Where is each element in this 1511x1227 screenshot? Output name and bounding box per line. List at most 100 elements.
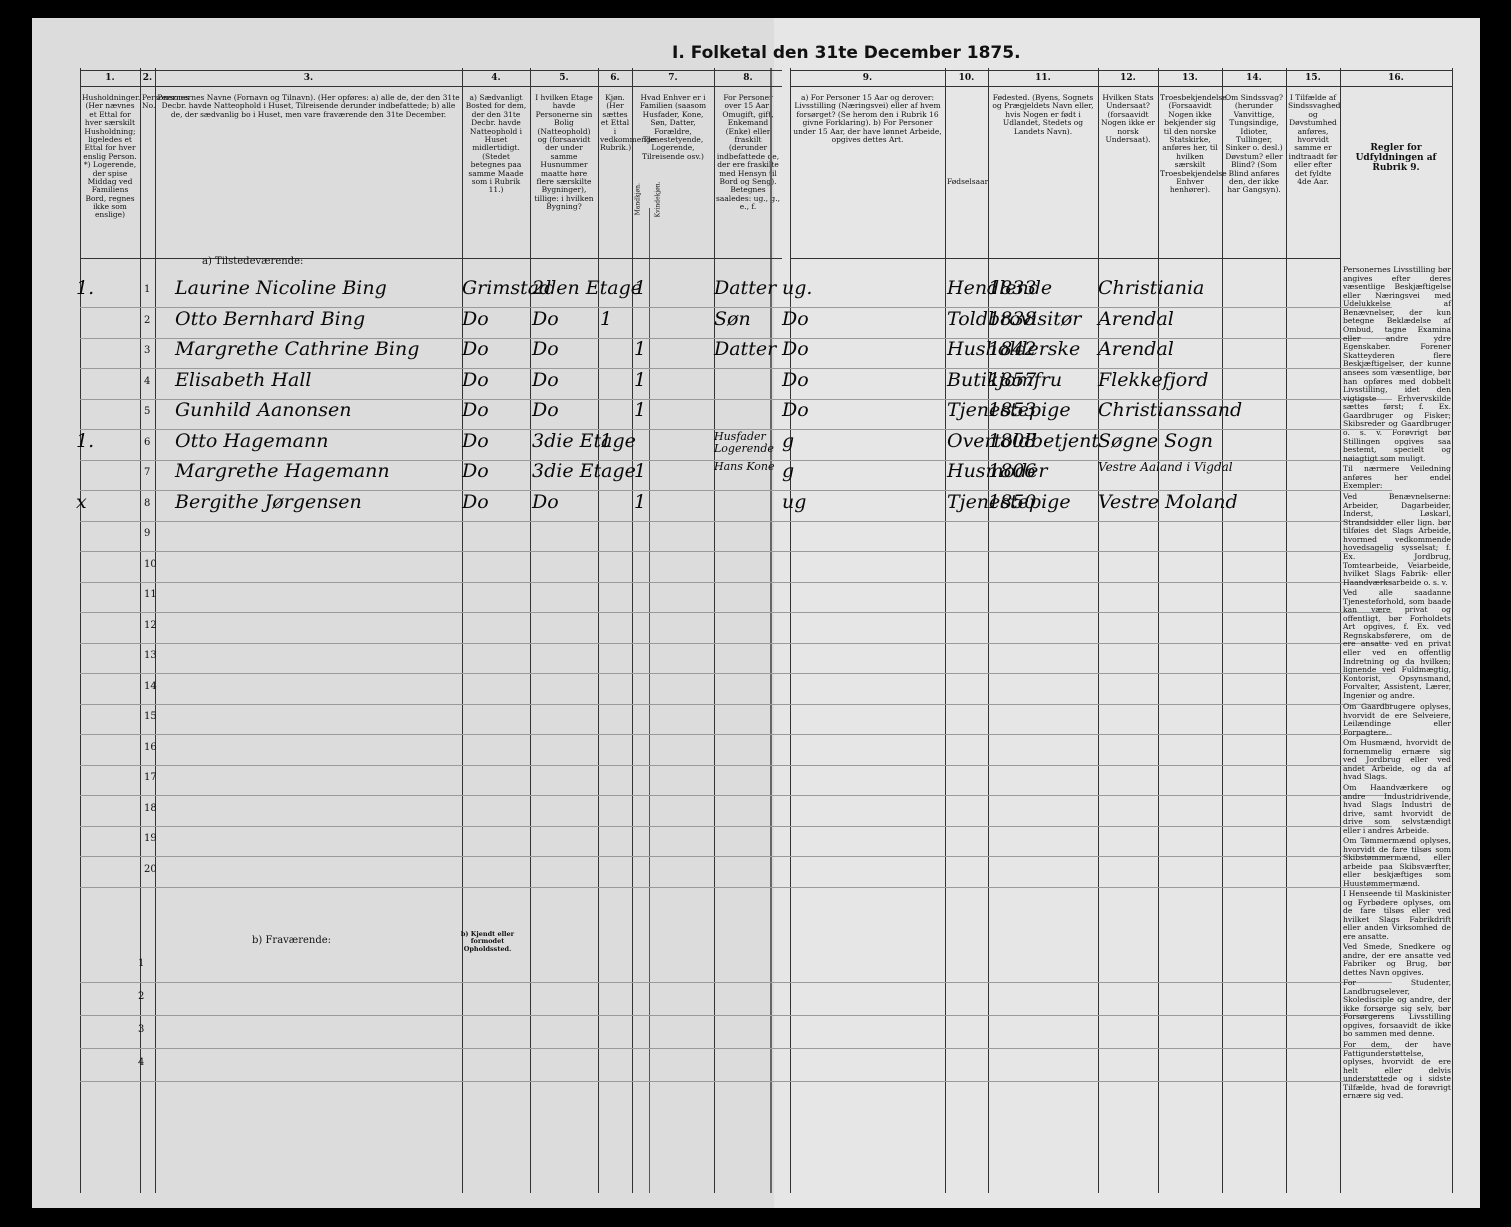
handwritten-relation: Søn [714, 307, 751, 330]
handwritten-status: g [782, 460, 795, 482]
handwritten-occupation: Hendlende [947, 277, 1053, 299]
column-header: I hvilken Etage havde Personerne sin Bol… [534, 93, 594, 212]
handwritten-household: 1. [76, 429, 95, 452]
column-number: 14. [1246, 73, 1262, 83]
section-label: b) Kjendt eller formodet Opholdssted. [460, 930, 515, 953]
handwritten-female: 1 [634, 338, 647, 360]
row-number: 12 [144, 619, 157, 631]
row-number: 14 [144, 680, 157, 692]
handwritten-name: Elisabeth Hall [175, 368, 312, 391]
handwritten-floor: Do [532, 338, 559, 360]
rule-line [632, 68, 633, 1193]
column-number: 10. [958, 73, 975, 83]
rule-line [80, 368, 1392, 369]
rule-paragraph: Personernes Livsstilling bør angives eft… [1343, 265, 1451, 463]
rule-line [1340, 68, 1341, 1193]
rule-line [140, 68, 141, 1193]
handwritten-occupation: Overtoldbetjent [947, 429, 1099, 452]
handwritten-relation: Husfader Logerende [714, 429, 774, 455]
rule-line [462, 68, 463, 1193]
handwritten-name: Bergithe Jørgensen [175, 490, 362, 513]
rule-paragraph: Om Haandværkere og andre Industridrivend… [1343, 783, 1451, 835]
handwritten-residence: Do [462, 490, 489, 513]
sex-subheader: Kvindekjøn. [654, 181, 662, 218]
row-number: 9 [144, 528, 151, 539]
row-number: 11 [144, 589, 157, 600]
column-number: 15. [1305, 73, 1321, 83]
rule-line [1452, 68, 1453, 1193]
handwritten-floor: 3die Etage [532, 460, 636, 482]
handwritten-female: 1 [634, 490, 647, 513]
rule-paragraph: For Studenter, Landbrugselever, Skoledis… [1343, 978, 1451, 1039]
column-header: For Personer over 15 Aar: Omugift, gift,… [716, 93, 780, 212]
handwritten-household: 1. [76, 277, 95, 299]
handwritten-female: 1 [634, 399, 647, 421]
handwritten-male: 1 [600, 307, 613, 330]
handwritten-birth-year: 1857 [988, 368, 1037, 391]
column-number: 7. [668, 73, 678, 83]
column-number: 16. [1388, 73, 1404, 83]
handwritten-status: ug. [782, 277, 813, 299]
handwritten-status: Do [782, 368, 809, 391]
row-number: 7 [144, 467, 151, 478]
column-header: Fødested. (Byens, Sognets og Prægjeldets… [992, 93, 1094, 136]
rule-line [80, 581, 1392, 583]
handwritten-occupation: Butikjomfru [947, 368, 1063, 391]
rule-line [80, 337, 1392, 339]
rule-line [1286, 68, 1287, 1193]
column-number: 8. [743, 73, 753, 83]
handwritten-status: Do [782, 307, 809, 330]
handwritten-name: Gunhild Aanonsen [175, 399, 352, 421]
column-number: 2. [142, 73, 153, 83]
row-number: 1 [138, 958, 145, 969]
rule-line [80, 982, 1392, 983]
document: I. Folketal den 31te December 1875. 1. Hu… [32, 18, 1480, 1208]
handwritten-birthplace: Christiania [1098, 277, 1205, 299]
handwritten-birthplace: Christianssand [1098, 399, 1243, 421]
handwritten-status: ug [782, 490, 807, 513]
column-header: a) Sædvanligt Bosted for dem, der den 31… [465, 93, 527, 195]
rule-line [80, 70, 782, 71]
rule-line [80, 886, 1392, 888]
handwritten-residence: Do [462, 338, 489, 360]
column-number: 1. [105, 73, 115, 83]
row-number: 13 [144, 650, 157, 661]
row-number: 19 [144, 833, 157, 844]
rule-line [80, 856, 1392, 857]
handwritten-birth-year: 1833 [988, 277, 1037, 299]
handwritten-birthplace: Vestre Moland [1098, 490, 1238, 513]
column-header: Hvilken Stats Undersaat? (forsaavidt Nog… [1101, 93, 1155, 144]
rule-line [80, 703, 1392, 705]
handwritten-birth-year: 1842 [988, 338, 1037, 360]
handwritten-birth-year: 1806 [988, 460, 1037, 482]
rule-paragraph: Ved alle saadanne Tjenesteforhold, som b… [1343, 588, 1451, 700]
row-number: 8 [144, 497, 151, 509]
rule-line [80, 795, 1392, 796]
row-number: 4 [138, 1057, 145, 1068]
column-number: 3. [303, 73, 314, 83]
rule-line [790, 258, 1340, 259]
handwritten-occupation: Toldbrovisitør [947, 307, 1082, 330]
handwritten-birth-year: 1838 [988, 307, 1037, 330]
row-number: 10 [144, 558, 157, 570]
column-header: Troesbekjendelse. (Forsaavidt Nogen ikke… [1160, 93, 1230, 195]
handwritten-name: Otto Hagemann [175, 429, 329, 452]
row-number: 3 [138, 1024, 145, 1035]
handwritten-birthplace: Arendal [1098, 307, 1174, 330]
handwritten-residence: Do [462, 429, 489, 452]
handwritten-floor: Do [532, 399, 559, 421]
rule-paragraph: I Henseende til Maskinister og Fyrbødere… [1343, 889, 1451, 941]
rule-paragraph: Om Gaardbrugere oplyses, hvorvidt de ere… [1343, 702, 1451, 737]
rule-line [80, 612, 1392, 613]
row-number: 6 [144, 436, 151, 448]
column-header: Regler for Udfyldningen af Rubrik 9. [1355, 143, 1437, 174]
rule-line [80, 764, 1392, 766]
row-number: 18 [144, 802, 157, 814]
rule-line [649, 208, 650, 1193]
row-number: 2 [138, 991, 145, 1002]
rule-line [80, 68, 81, 1193]
rule-line [80, 520, 1392, 522]
rule-line [1222, 68, 1223, 1193]
row-number: 3 [144, 345, 151, 356]
row-number: 15 [144, 711, 157, 722]
